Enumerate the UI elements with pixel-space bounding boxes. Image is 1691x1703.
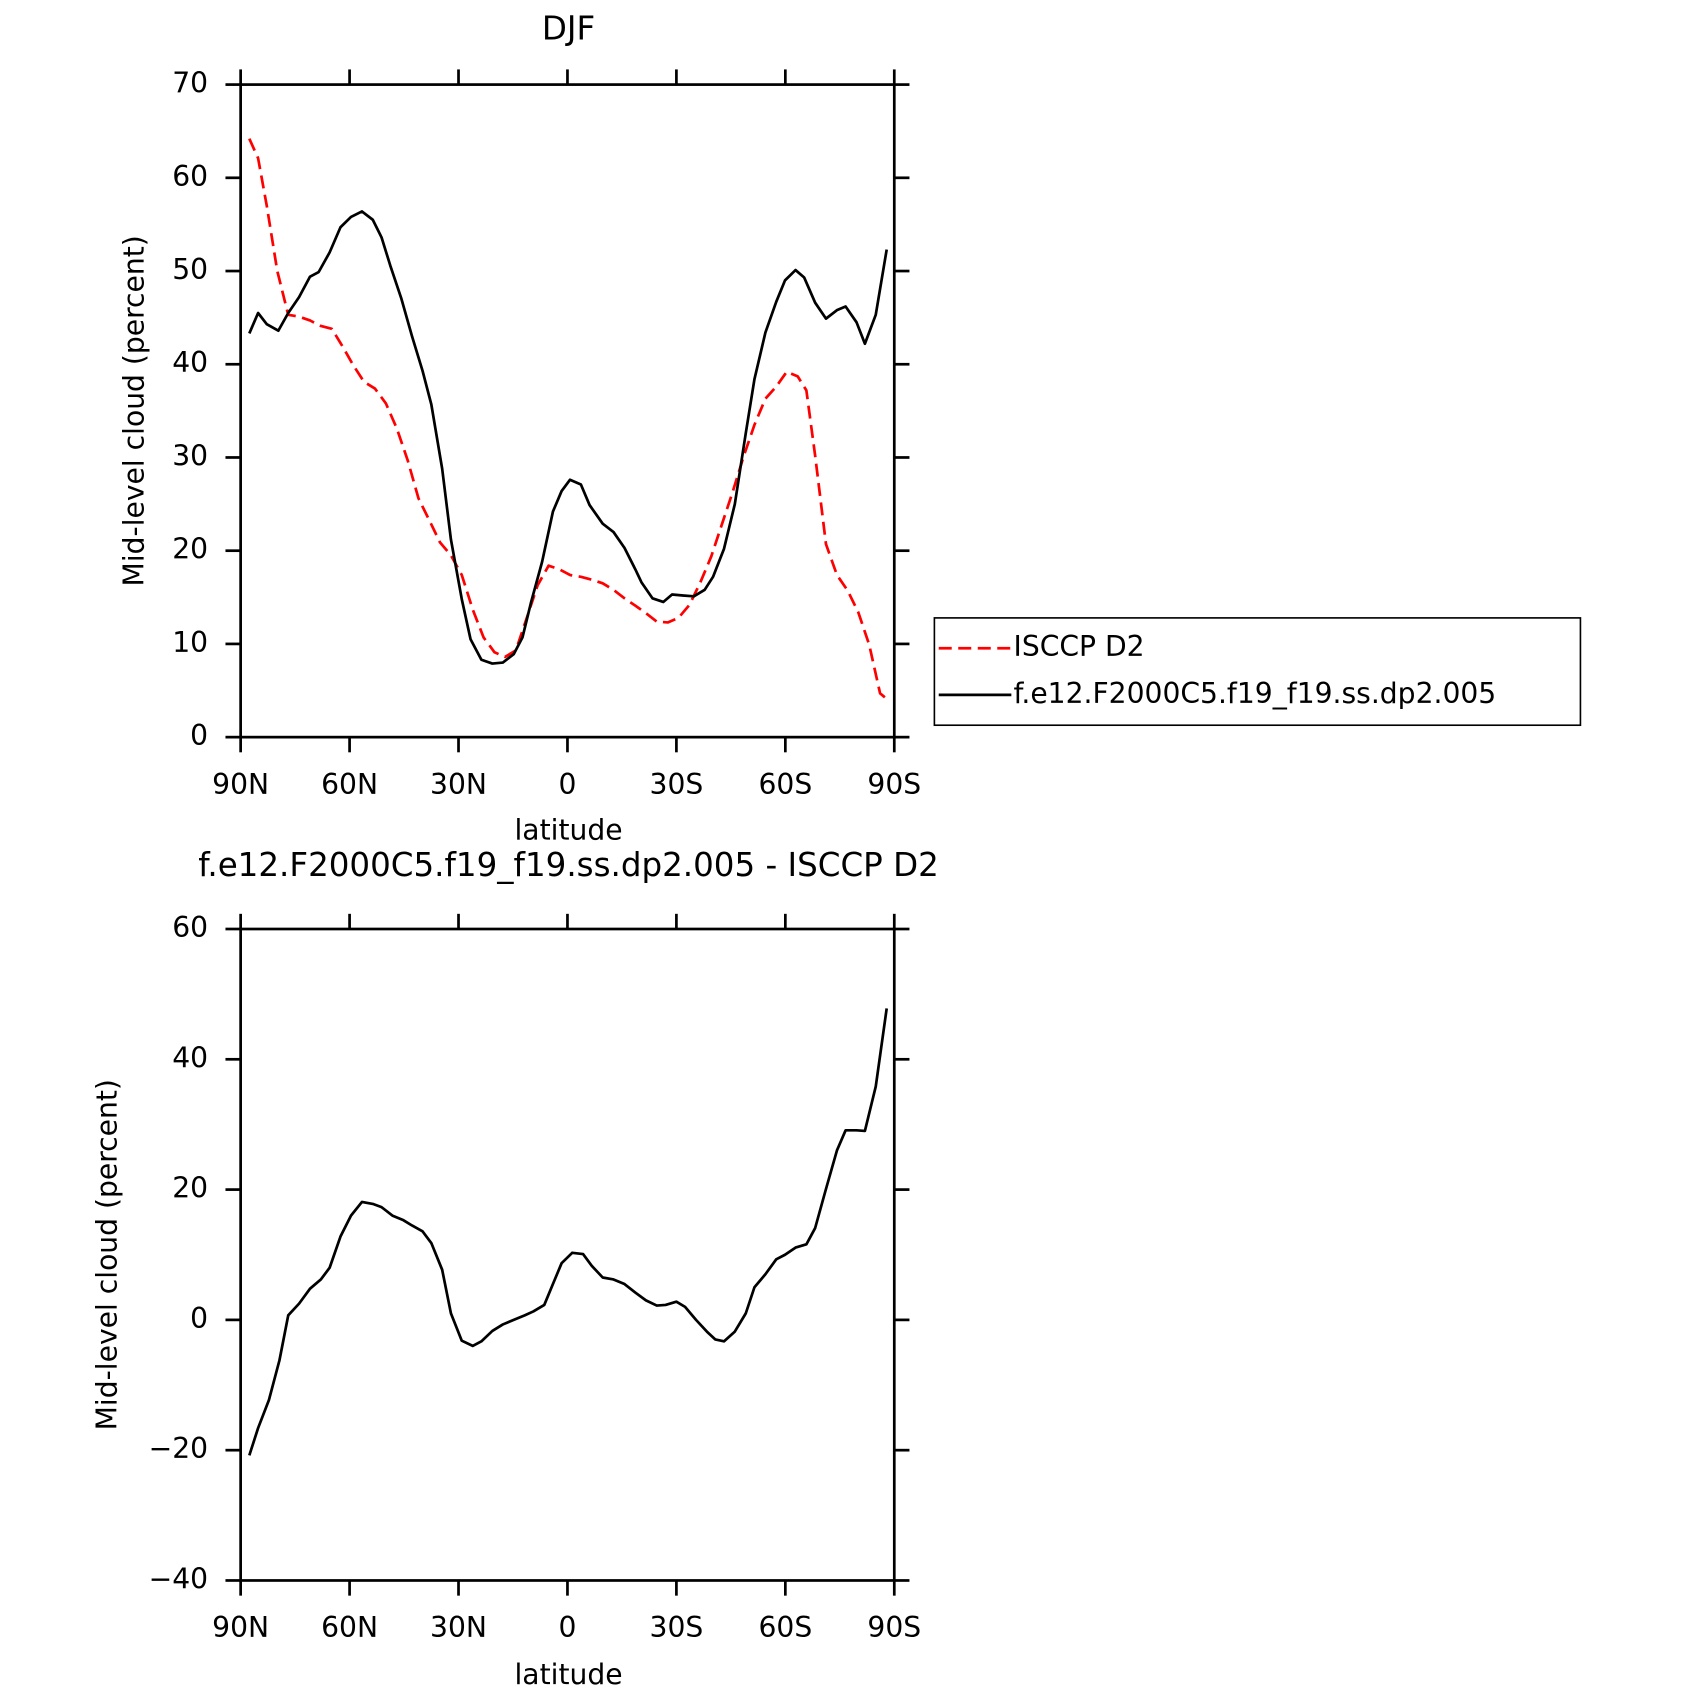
x-tick-label: 60S — [758, 768, 812, 801]
plot-frame — [239, 927, 896, 1582]
x-tick-label: 30N — [430, 1611, 487, 1644]
y-tick-label: 50 — [172, 253, 208, 286]
y-tick-label: 30 — [172, 439, 208, 472]
y-tick-label: 20 — [172, 1172, 208, 1205]
y-tick-label: 70 — [172, 67, 208, 100]
legend-label: f.e12.F2000C5.f19_f19.ss.dp2.005 — [1014, 677, 1497, 710]
series-line — [248, 1008, 889, 1456]
y-tick-label: 60 — [172, 911, 208, 944]
y-tick-label: −40 — [149, 1562, 208, 1595]
y-axis-label: Mid-level cloud (percent) — [117, 235, 150, 586]
x-tick-label: 0 — [558, 768, 576, 801]
y-tick-label: 10 — [172, 626, 208, 659]
plot-frame — [239, 83, 896, 739]
x-tick-label: 90N — [212, 1611, 269, 1644]
y-tick-label: 0 — [190, 1302, 208, 1335]
x-tick-label: 90N — [212, 768, 269, 801]
legend-label: ISCCP D2 — [1014, 630, 1145, 663]
x-tick-label: 0 — [558, 1611, 576, 1644]
legend-box — [933, 617, 1582, 727]
y-tick-label: 0 — [190, 719, 208, 752]
x-tick-label: 60N — [321, 768, 378, 801]
x-tick-label: 30S — [650, 1611, 704, 1644]
x-tick-label: 90S — [867, 768, 921, 801]
x-tick-label: 60S — [758, 1611, 812, 1644]
series-line — [248, 210, 889, 665]
chart-title: DJF — [542, 9, 595, 47]
chart-title: f.e12.F2000C5.f19_f19.ss.dp2.005 - ISCCP… — [198, 846, 939, 884]
y-tick-label: 40 — [172, 1041, 208, 1074]
x-axis-label: latitude — [514, 813, 622, 846]
x-tick-label: 60N — [321, 1611, 378, 1644]
y-tick-label: 40 — [172, 346, 208, 379]
x-tick-label: 90S — [867, 1611, 921, 1644]
x-axis-label: latitude — [514, 1658, 622, 1691]
x-tick-label: 30S — [650, 768, 704, 801]
series-line — [248, 138, 888, 700]
y-tick-label: 60 — [172, 160, 208, 193]
y-tick-label: 20 — [172, 533, 208, 566]
y-tick-label: −20 — [149, 1432, 208, 1465]
x-tick-label: 30N — [430, 768, 487, 801]
y-axis-label: Mid-level cloud (percent) — [90, 1079, 123, 1430]
